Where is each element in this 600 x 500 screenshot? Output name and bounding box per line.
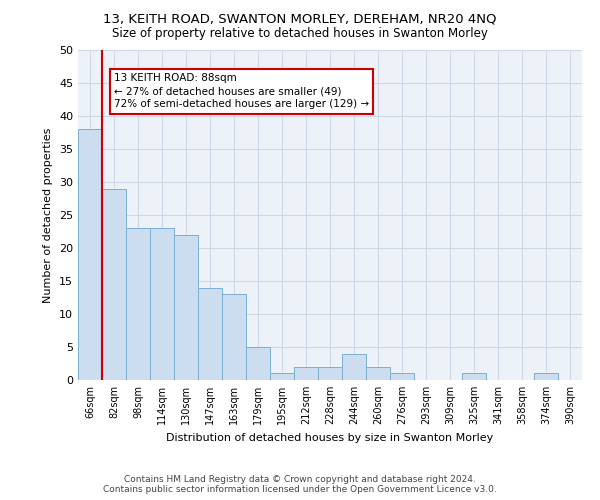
Bar xyxy=(270,374,294,380)
Bar xyxy=(126,228,150,380)
Bar xyxy=(462,374,486,380)
Bar xyxy=(150,228,174,380)
Bar xyxy=(102,188,126,380)
Bar xyxy=(294,367,318,380)
Text: 13 KEITH ROAD: 88sqm
← 27% of detached houses are smaller (49)
72% of semi-detac: 13 KEITH ROAD: 88sqm ← 27% of detached h… xyxy=(114,73,369,110)
Bar xyxy=(222,294,246,380)
Bar xyxy=(78,129,102,380)
Bar xyxy=(366,367,390,380)
Bar xyxy=(534,374,558,380)
X-axis label: Distribution of detached houses by size in Swanton Morley: Distribution of detached houses by size … xyxy=(166,432,494,442)
Bar xyxy=(318,367,342,380)
Bar xyxy=(174,235,198,380)
Bar xyxy=(342,354,366,380)
Text: Contains HM Land Registry data © Crown copyright and database right 2024.
Contai: Contains HM Land Registry data © Crown c… xyxy=(103,474,497,494)
Bar xyxy=(390,374,414,380)
Text: Size of property relative to detached houses in Swanton Morley: Size of property relative to detached ho… xyxy=(112,28,488,40)
Y-axis label: Number of detached properties: Number of detached properties xyxy=(43,128,53,302)
Text: 13, KEITH ROAD, SWANTON MORLEY, DEREHAM, NR20 4NQ: 13, KEITH ROAD, SWANTON MORLEY, DEREHAM,… xyxy=(103,12,497,26)
Bar xyxy=(246,347,270,380)
Bar xyxy=(198,288,222,380)
